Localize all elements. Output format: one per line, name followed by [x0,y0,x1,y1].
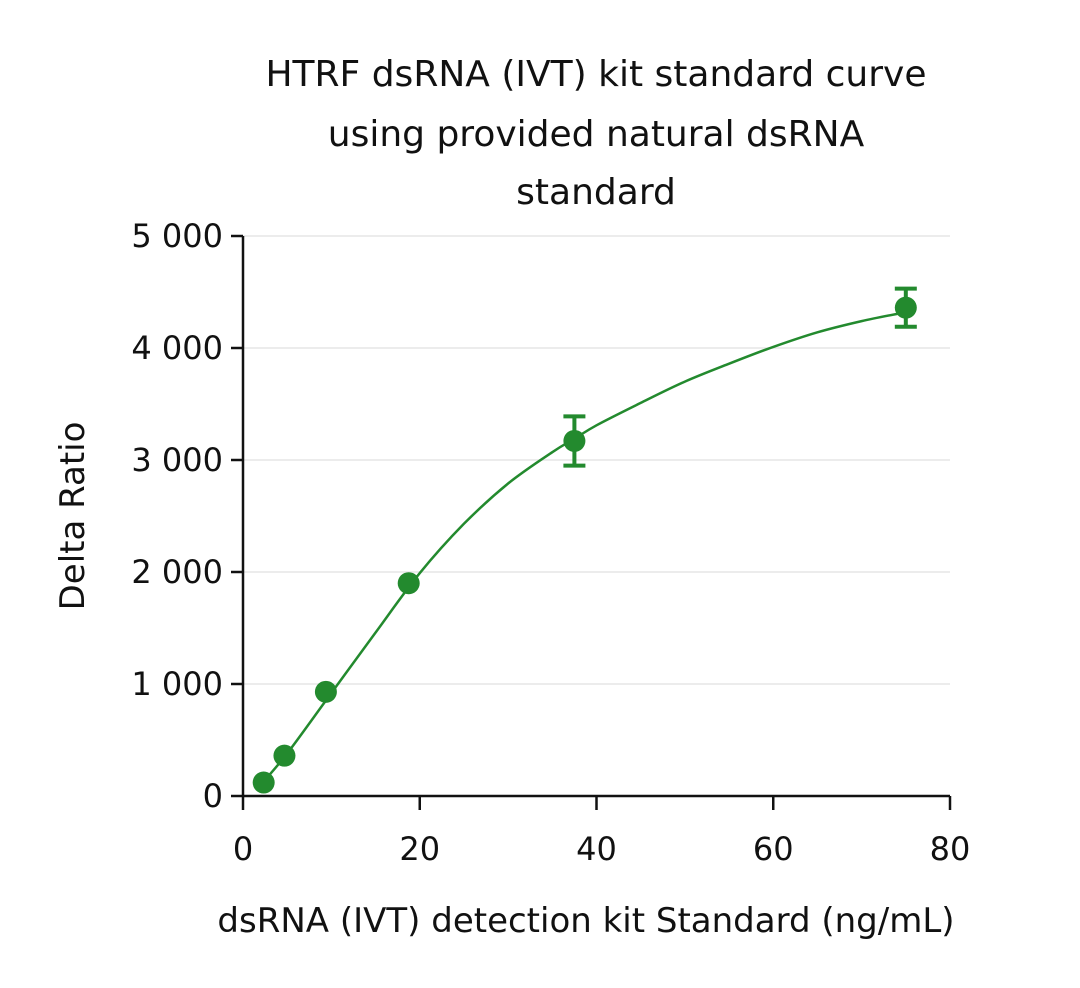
x-tick-label: 80 [930,830,971,868]
x-axis-label: dsRNA (IVT) detection kit Standard (ng/m… [217,901,954,941]
data-points [252,286,917,794]
y-axis-label: Delta Ratio [53,422,93,611]
x-tick-label: 0 [233,830,253,868]
y-tick-label: 2 000 [131,553,223,591]
x-tick-label: 60 [753,830,794,868]
data-point [397,572,420,595]
ticks: 0 1 000 2 000 3 000 4 000 5 000 0 20 40 60 80 [131,217,970,868]
data-point [273,744,296,767]
x-tick-label: 40 [576,830,617,868]
fit-curve-group [259,310,907,786]
chart-title-line-2: using provided natural dsRNA [328,114,865,155]
y-tick-label: 4 000 [131,329,223,367]
chart-title-line-1: HTRF dsRNA (IVT) kit standard curve [265,54,926,95]
data-point [252,771,275,794]
chart-title-line-3: standard [516,172,676,213]
data-point [894,296,917,319]
chart-title: HTRF dsRNA (IVT) kit standard curve usin… [265,54,926,213]
y-tick-label: 0 [203,777,223,815]
data-point [563,429,586,452]
y-tick-label: 3 000 [131,441,223,479]
y-tick-label: 1 000 [131,665,223,703]
x-tick-label: 20 [399,830,440,868]
gridlines [243,235,950,685]
axes [241,236,950,798]
data-point [314,680,337,703]
y-tick-label: 5 000 [131,217,223,255]
fit-curve [259,310,907,786]
